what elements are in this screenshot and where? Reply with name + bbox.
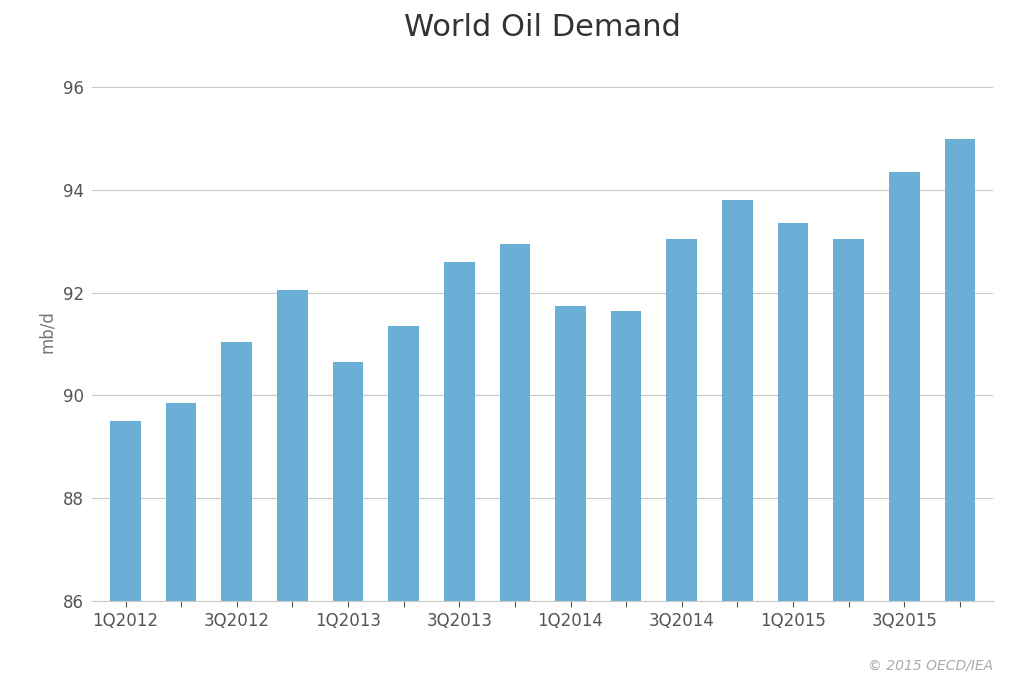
Bar: [834, 239, 864, 683]
Bar: [611, 311, 641, 683]
Text: © 2015 OECD/IEA: © 2015 OECD/IEA: [868, 659, 993, 673]
Bar: [278, 290, 307, 683]
Bar: [778, 223, 808, 683]
Bar: [444, 262, 474, 683]
Bar: [333, 362, 364, 683]
Bar: [166, 403, 197, 683]
Bar: [500, 244, 530, 683]
Bar: [111, 421, 141, 683]
Bar: [722, 200, 753, 683]
Title: World Oil Demand: World Oil Demand: [404, 14, 681, 42]
Bar: [889, 172, 920, 683]
Bar: [555, 305, 586, 683]
Bar: [944, 139, 975, 683]
Bar: [221, 342, 252, 683]
Bar: [388, 326, 419, 683]
Bar: [667, 239, 697, 683]
Y-axis label: mb/d: mb/d: [38, 310, 55, 352]
